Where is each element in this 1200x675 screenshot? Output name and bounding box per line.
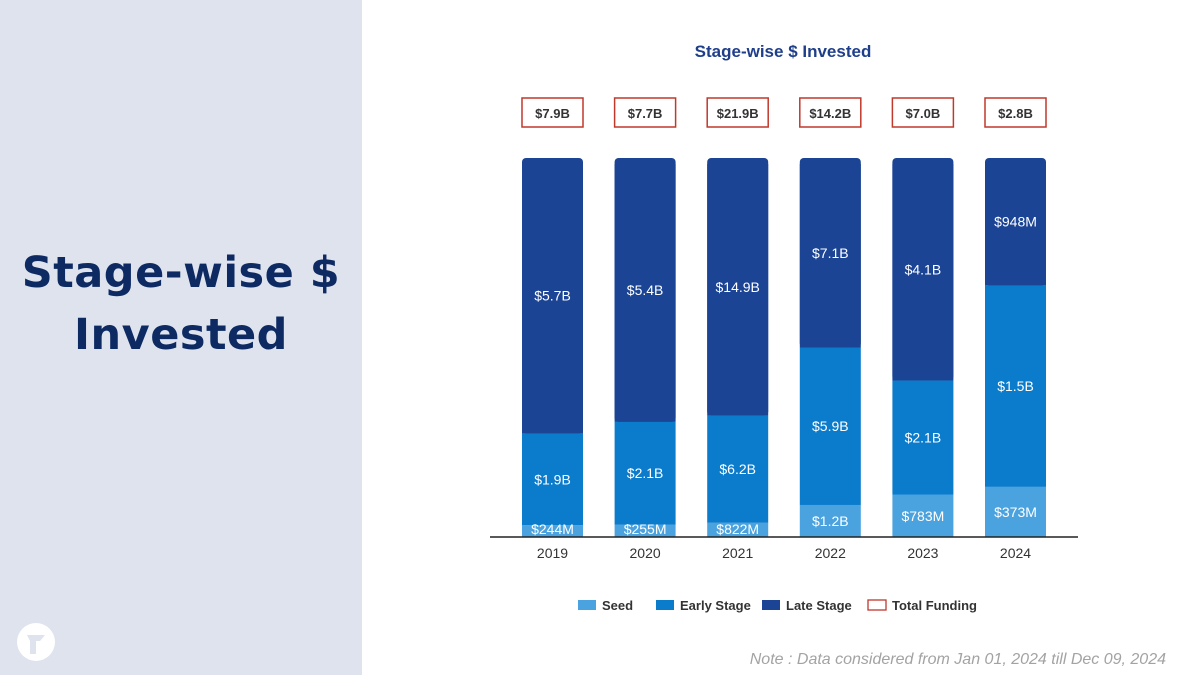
legend-swatch-late-stage <box>762 600 780 610</box>
chart-title: Stage-wise $ Invested <box>695 42 872 61</box>
bar-seed-2020 <box>614 524 676 537</box>
bar-early-stage-2019 <box>522 433 583 526</box>
data-label-early-stage-2024: $1.5B <box>997 378 1034 394</box>
legend: Seed Early Stage Late Stage Total Funding <box>578 598 977 613</box>
bar-seed-2022 <box>799 504 861 537</box>
data-label-late-stage-2022: $7.1B <box>812 245 849 261</box>
data-label-late-stage-2019: $5.7B <box>534 288 571 304</box>
bar-early-stage-2020 <box>614 421 676 525</box>
bar-seed-2021 <box>707 522 769 537</box>
total-funding-box-2022 <box>799 97 862 128</box>
bar-cap-fill-2020 <box>614 164 676 422</box>
chart-area: Stage-wise $ Invested $7.9B $7.7B $21.9B $1… <box>362 0 1200 675</box>
data-label-late-stage-2024: $948M <box>994 214 1037 230</box>
legend-label-total-funding: Total Funding <box>892 598 977 613</box>
bars: $244M $1.9B $5.7B $255M $2.1B $5.4B $822M $6.2B… <box>522 158 1046 537</box>
bar-seed-2023 <box>892 494 954 537</box>
data-note: Note : Data considered from Jan 01, 2024… <box>749 651 1166 668</box>
bar-cap-fill-2023 <box>892 164 954 381</box>
bar-cap-fill-2024 <box>985 164 1046 286</box>
total-funding-box-2023 <box>891 97 955 128</box>
data-label-seed-2021: $822M <box>716 521 759 537</box>
data-label-early-stage-2019: $1.9B <box>534 471 571 487</box>
data-label-late-stage-2020: $5.4B <box>627 282 664 298</box>
data-label-late-stage-2023: $4.1B <box>905 261 942 277</box>
total-funding-labels: $7.9B $7.7B $21.9B $14.2B $7.0B $2.8B <box>521 97 1047 128</box>
data-label-seed-2019: $244M <box>531 521 574 537</box>
bar-cap-fill-2022 <box>799 164 861 348</box>
total-funding-label-2023: $7.0B <box>906 106 941 121</box>
bar-seed-2019 <box>522 525 583 537</box>
data-label-seed-2022: $1.2B <box>812 513 849 529</box>
legend-label-seed: Seed <box>602 598 633 613</box>
total-funding-label-2020: $7.7B <box>628 106 663 121</box>
bar-seed-2024 <box>985 486 1046 537</box>
slide-title-line-1: Stage-wise $ <box>21 248 341 298</box>
total-funding-label-2024: $2.8B <box>998 106 1033 121</box>
total-funding-box-2024 <box>984 97 1047 128</box>
bar-early-stage-2022 <box>799 347 861 505</box>
data-label-early-stage-2020: $2.1B <box>627 465 664 481</box>
x-tick-label-2022: 2022 <box>815 545 846 561</box>
stacked-bar-chart: Stage-wise $ Invested $7.9B $7.7B $21.9B $1… <box>490 42 1078 613</box>
bar-early-stage-2024 <box>985 285 1046 487</box>
bar-early-stage-2021 <box>707 415 769 523</box>
bar-cap-fill-2021 <box>707 164 769 416</box>
total-funding-box-2021 <box>706 97 769 128</box>
bar-early-stage-2023 <box>892 380 954 495</box>
data-label-seed-2020: $255M <box>624 521 667 537</box>
left-panel: Stage-wise $ Invested <box>0 0 362 675</box>
data-label-seed-2023: $783M <box>901 508 944 524</box>
data-label-early-stage-2021: $6.2B <box>719 461 756 477</box>
x-axis: 2019 2020 2021 2022 2023 2024 <box>490 536 1078 561</box>
x-tick-label-2019: 2019 <box>537 545 568 561</box>
data-label-seed-2024: $373M <box>994 504 1037 520</box>
total-funding-box-2020 <box>613 97 677 128</box>
legend-label-late-stage: Late Stage <box>786 598 852 613</box>
x-tick-label-2021: 2021 <box>722 545 753 561</box>
total-funding-box-2019 <box>521 97 584 128</box>
total-funding-label-2022: $14.2B <box>809 106 851 121</box>
total-funding-label-2019: $7.9B <box>535 106 570 121</box>
slide-title-line-2: Invested <box>74 310 288 360</box>
x-tick-label-2020: 2020 <box>630 545 661 561</box>
data-label-early-stage-2023: $2.1B <box>905 430 942 446</box>
x-tick-label-2023: 2023 <box>907 545 938 561</box>
data-label-late-stage-2021: $14.9B <box>716 279 760 295</box>
legend-swatch-total-funding <box>867 599 887 611</box>
x-tick-label-2024: 2024 <box>1000 545 1031 561</box>
bar-cap-fill-2019 <box>522 164 583 434</box>
total-funding-label-2021: $21.9B <box>717 106 759 121</box>
legend-label-early-stage: Early Stage <box>680 598 751 613</box>
brand-logo-icon <box>17 623 55 661</box>
slide-title: Stage-wise $ Invested <box>0 242 362 366</box>
legend-swatch-seed <box>578 600 596 610</box>
data-label-early-stage-2022: $5.9B <box>812 418 849 434</box>
legend-swatch-early-stage <box>656 600 674 610</box>
